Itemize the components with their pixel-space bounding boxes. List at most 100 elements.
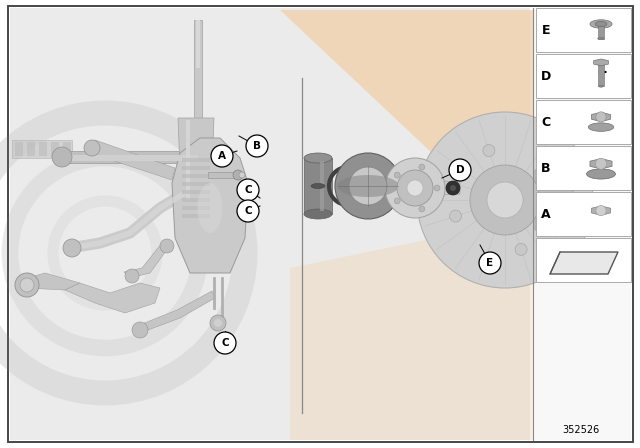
Ellipse shape: [304, 153, 332, 163]
Bar: [194, 20, 202, 118]
Polygon shape: [594, 59, 609, 66]
Bar: [536, 8, 631, 52]
Circle shape: [561, 210, 569, 218]
Circle shape: [446, 181, 460, 195]
Bar: [536, 100, 631, 144]
Polygon shape: [280, 10, 533, 248]
Bar: [182, 206, 210, 210]
Polygon shape: [90, 140, 175, 180]
Bar: [51, 142, 59, 156]
Circle shape: [595, 158, 607, 169]
Ellipse shape: [349, 167, 387, 205]
Text: A: A: [541, 207, 551, 220]
Ellipse shape: [598, 85, 604, 87]
Circle shape: [548, 178, 561, 190]
Circle shape: [470, 165, 540, 235]
Circle shape: [483, 145, 495, 156]
Circle shape: [20, 278, 34, 292]
Bar: [196, 20, 200, 68]
Circle shape: [214, 332, 236, 354]
Ellipse shape: [337, 175, 399, 197]
Text: 352526: 352526: [563, 425, 600, 435]
Ellipse shape: [588, 123, 614, 131]
Circle shape: [237, 200, 259, 222]
Polygon shape: [65, 283, 160, 313]
Circle shape: [479, 252, 501, 274]
Polygon shape: [591, 206, 611, 215]
Circle shape: [434, 185, 440, 191]
Polygon shape: [535, 170, 573, 230]
Bar: [12, 140, 72, 158]
Polygon shape: [550, 252, 618, 274]
Text: C: C: [244, 206, 252, 216]
Circle shape: [210, 315, 226, 331]
Circle shape: [561, 196, 569, 204]
Circle shape: [596, 112, 606, 122]
Ellipse shape: [595, 22, 607, 26]
Ellipse shape: [598, 37, 604, 40]
Circle shape: [214, 319, 222, 327]
Bar: [536, 54, 631, 98]
Circle shape: [160, 239, 174, 253]
Text: D: D: [541, 69, 551, 82]
Ellipse shape: [198, 183, 223, 233]
Circle shape: [449, 210, 461, 222]
Text: B: B: [541, 161, 551, 175]
Circle shape: [125, 269, 139, 283]
Text: D: D: [456, 165, 464, 175]
Bar: [10, 8, 530, 440]
Ellipse shape: [590, 20, 612, 28]
Ellipse shape: [311, 184, 325, 189]
Circle shape: [63, 239, 81, 257]
Circle shape: [52, 147, 72, 167]
Text: B: B: [253, 141, 261, 151]
Polygon shape: [590, 159, 612, 169]
Bar: [536, 192, 631, 236]
Polygon shape: [172, 138, 248, 273]
Circle shape: [84, 140, 100, 156]
Bar: [186, 120, 190, 200]
Circle shape: [397, 170, 433, 206]
Bar: [39, 142, 47, 156]
Circle shape: [515, 243, 527, 255]
Circle shape: [407, 180, 423, 196]
Bar: [182, 166, 210, 170]
Polygon shape: [25, 273, 80, 290]
Bar: [182, 190, 210, 194]
Text: C: C: [221, 338, 229, 348]
Circle shape: [394, 172, 400, 178]
Bar: [60, 151, 200, 163]
Ellipse shape: [304, 209, 332, 219]
Bar: [536, 238, 631, 282]
Bar: [533, 8, 631, 440]
Bar: [182, 174, 210, 178]
Circle shape: [449, 159, 471, 181]
Circle shape: [233, 170, 243, 180]
Circle shape: [246, 135, 268, 157]
Bar: [536, 146, 631, 190]
Circle shape: [239, 172, 245, 178]
Circle shape: [450, 185, 456, 191]
Circle shape: [394, 198, 400, 204]
Text: E: E: [486, 258, 493, 268]
Bar: [598, 25, 604, 39]
Circle shape: [211, 145, 233, 167]
Bar: [182, 198, 210, 202]
Circle shape: [417, 112, 593, 288]
Circle shape: [548, 178, 561, 190]
Bar: [182, 158, 210, 162]
Circle shape: [419, 206, 425, 212]
Polygon shape: [178, 118, 214, 218]
Bar: [63, 142, 71, 156]
Ellipse shape: [335, 153, 401, 219]
Circle shape: [561, 182, 569, 190]
Bar: [15, 142, 23, 156]
Bar: [27, 142, 35, 156]
Polygon shape: [137, 291, 215, 333]
Circle shape: [15, 273, 39, 297]
Text: E: E: [541, 23, 550, 36]
Polygon shape: [290, 218, 533, 440]
Text: C: C: [541, 116, 550, 129]
Text: C: C: [244, 185, 252, 195]
Polygon shape: [304, 158, 332, 214]
